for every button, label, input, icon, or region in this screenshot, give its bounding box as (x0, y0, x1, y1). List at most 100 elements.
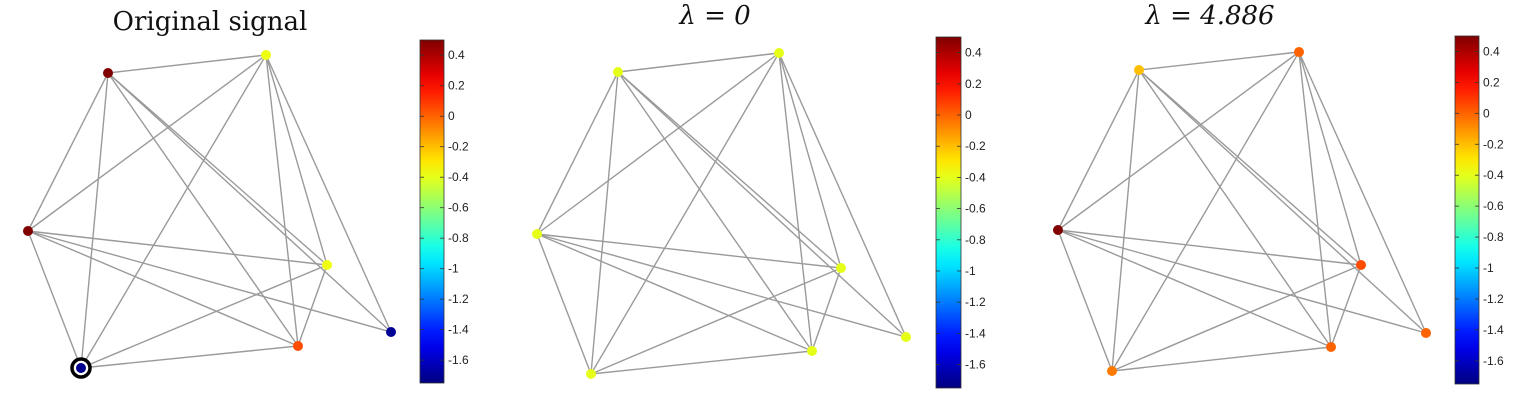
graph-edge (1057, 229, 1113, 372)
graph-edge (1298, 51, 1362, 266)
graph-node (1294, 47, 1304, 57)
colorbar-tick-label: 0 (448, 109, 455, 123)
colorbar-tick-label: -0.8 (448, 231, 469, 245)
graph-node (1421, 328, 1431, 338)
graph-node (23, 226, 33, 236)
graph-node (1134, 65, 1144, 75)
panel-title: Original signal (113, 7, 308, 37)
colorbar (419, 39, 445, 384)
graph-edge (1057, 51, 1300, 231)
graph-edge (590, 267, 842, 375)
panel-title: λ = 4.886 (1144, 1, 1274, 31)
colorbar-tick-label: 0.4 (1483, 44, 1500, 58)
colorbar-tick-label: -0.2 (448, 140, 469, 154)
graph-node (1356, 260, 1366, 270)
colorbar-tick-label: -0.4 (1483, 168, 1504, 182)
graph-panel-1: Original signal 0.4 0.2 0 -0.2 -0.4 -0.6 -0.8 -1… (23, 7, 469, 384)
colorbar-tick-label: -0.8 (965, 233, 986, 247)
graph-edge (265, 54, 299, 347)
colorbar-tick-label: 0.2 (965, 77, 982, 91)
colorbar-tick-label: -1.4 (965, 326, 986, 340)
graph-node (293, 341, 303, 351)
graph-edge (1138, 69, 1427, 334)
graph-edge (1298, 51, 1427, 334)
graph-edge (27, 230, 392, 333)
colorbar-tick-label: -1 (965, 264, 976, 278)
graph-panel-3: λ = 4.886 0.4 0.2 0 -0.2 -0.4 -0.6 -0.8 -1 -1.2 -1… (1053, 1, 1504, 385)
graph-edge (590, 71, 619, 375)
graph-node (1107, 366, 1117, 376)
graph-edge (1138, 51, 1300, 71)
colorbar-tick-label: 0 (965, 108, 972, 122)
graph-edge (27, 72, 109, 232)
colorbar-tick-label: -0.6 (1483, 199, 1504, 213)
node-group (1053, 47, 1431, 376)
edge-group (536, 52, 907, 375)
graph-node (836, 263, 846, 273)
graph-edge (617, 71, 907, 338)
graph-edge (1057, 229, 1362, 266)
graph-node (532, 229, 542, 239)
graph-edge (27, 54, 267, 232)
graph-edge (1111, 51, 1300, 372)
colorbar-tick-label: 0.2 (1483, 75, 1500, 89)
graph-edge (80, 54, 267, 369)
graph-node (774, 48, 784, 58)
node-group (23, 50, 396, 379)
edge-group (1057, 51, 1427, 372)
colorbar-tick-label: -0.2 (1483, 137, 1504, 151)
colorbar-tick-label: 0.2 (448, 79, 465, 93)
graph-node (261, 50, 271, 60)
colorbar-tick-label: -0.4 (965, 170, 986, 184)
graph-node (76, 363, 86, 373)
graph-node (1326, 342, 1336, 352)
colorbar-tick-label: -0.4 (448, 170, 469, 184)
graph-edge (80, 264, 328, 369)
graph-edge (590, 350, 813, 375)
graph-node (901, 332, 911, 342)
colorbar (1454, 35, 1480, 385)
colorbar-tick-label: -0.6 (448, 201, 469, 215)
colorbar-tick-label: -1 (1483, 261, 1494, 275)
panel-title: λ = 0 (678, 1, 750, 31)
colorbar-tick-label: 0.4 (965, 46, 982, 60)
graph-edge (590, 52, 780, 375)
graph-edge (617, 71, 813, 352)
graph-edge (617, 71, 842, 269)
colorbar-tick-label: 0.4 (448, 48, 465, 62)
colorbar-tick-label: -1.4 (448, 323, 469, 337)
graph-edge (27, 230, 328, 266)
graph-edge (107, 72, 328, 266)
graph-node (613, 67, 623, 77)
graph-edge (80, 72, 109, 369)
graph-edge (536, 233, 842, 269)
colorbar-tick-label: -1.6 (448, 353, 469, 367)
graph-edge (265, 54, 328, 266)
graph-edge (536, 233, 592, 375)
colorbar-tick-label: -0.6 (965, 202, 986, 216)
colorbar-tick-label: -1.6 (1483, 354, 1504, 368)
colorbar-tick-label: -1 (448, 262, 459, 276)
graph-edge (107, 72, 299, 347)
graph-edge (1111, 264, 1362, 372)
colorbar (935, 36, 962, 389)
graph-panel-2: λ = 0 0.4 0.2 0 -0.2 -0.4 -0.6 -0.8 -1 -1.2 -1.4 -1… (532, 1, 986, 389)
colorbar-tick-label: -0.2 (965, 139, 986, 153)
graph-edge (1057, 69, 1140, 231)
colorbar-tick-label: -1.2 (1483, 292, 1504, 306)
graph-edge (536, 233, 813, 352)
graph-edge (1111, 346, 1332, 372)
graph-edge (107, 72, 392, 333)
graph-node (386, 327, 396, 337)
edge-group (27, 54, 392, 369)
graph-edge (1298, 51, 1332, 348)
graph-edge (1138, 69, 1362, 266)
colorbar-tick-label: -1.2 (448, 292, 469, 306)
graph-node (103, 68, 113, 78)
graph-edge (1057, 229, 1332, 348)
graph-edge (265, 54, 392, 333)
graph-edge (536, 71, 619, 235)
colorbar-tick-label: -1.2 (965, 295, 986, 309)
graph-edge (1138, 69, 1332, 348)
